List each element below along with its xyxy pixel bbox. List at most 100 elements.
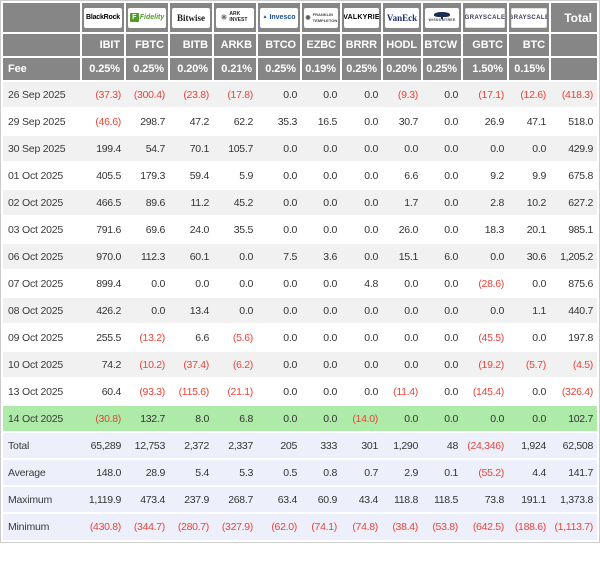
flow-value-GBTC: 0.0 xyxy=(462,405,508,433)
date-cell: 08 Oct 2025 xyxy=(3,297,81,325)
flow-value-BTC: (5.7) xyxy=(508,351,550,379)
flow-value-FBTC: 179.3 xyxy=(125,162,169,190)
date-cell: 03 Oct 2025 xyxy=(3,216,81,244)
vaneck-logo: VanEck xyxy=(386,12,418,23)
flow-value-GBTC: (17.1) xyxy=(462,81,508,109)
flow-value-BITB: 47.2 xyxy=(169,108,213,136)
wisdomtree-logo: WisdomTree xyxy=(428,12,455,23)
provider-header-BRRR: VALKYRIE xyxy=(341,3,383,34)
provider-logo-box: GRAYSCALE xyxy=(465,7,505,28)
flow-value-ARKB: (21.1) xyxy=(213,378,257,406)
provider-logo-box: F Fidelity xyxy=(128,7,166,28)
provider-header-HODL: VanEck xyxy=(382,3,423,34)
flow-value-BITB: 70.1 xyxy=(169,135,213,163)
summary-value-EZBC: (74.1) xyxy=(301,513,341,540)
flow-value-ARKB: 62.2 xyxy=(213,108,257,136)
flow-value-IBIT: 405.5 xyxy=(81,162,125,190)
flow-value-FBTC: 132.7 xyxy=(125,405,169,433)
summary-label: Maximum xyxy=(3,486,81,514)
summary-total: 141.7 xyxy=(550,459,597,487)
flow-total: 985.1 xyxy=(550,216,597,244)
flow-value-IBIT: 791.6 xyxy=(81,216,125,244)
flow-value-GBTC: (45.5) xyxy=(462,324,508,352)
flow-value-IBIT: 970.0 xyxy=(81,243,125,271)
flow-value-GBTC: 26.9 xyxy=(462,108,508,136)
flow-value-BITB: 11.2 xyxy=(169,189,213,217)
flow-value-GBTC: (145.4) xyxy=(462,378,508,406)
summary-value-BTCW: 118.5 xyxy=(422,486,462,514)
provider-logo-row: BlackRock F Fidelity Bitwise ✳ ARK INVEST ▲ Inv… xyxy=(3,3,597,34)
date-cell: 10 Oct 2025 xyxy=(3,351,81,379)
flow-value-EZBC: 0.0 xyxy=(301,216,341,244)
ark-invest-logo: ✳ ARK INVEST xyxy=(221,11,250,23)
flow-value-IBIT: (46.6) xyxy=(81,108,125,136)
flow-value-BITB: 13.4 xyxy=(169,297,213,325)
flow-total: 627.2 xyxy=(550,189,597,217)
flow-value-EZBC: 0.0 xyxy=(301,162,341,190)
provider-header-EZBC: ◉ FRANKLIN TEMPLETON xyxy=(301,3,342,34)
flow-row-13-Oct-2025: 13 Oct 2025 60.4 (93.3) (115.6) (21.1) 0.0 0.0… xyxy=(3,378,597,406)
flow-value-BRRR: 0.0 xyxy=(341,297,382,325)
date-cell: 02 Oct 2025 xyxy=(3,189,81,217)
flow-value-GBTC: 0.0 xyxy=(462,135,508,163)
summary-value-ARKB: 2,337 xyxy=(213,432,257,460)
date-cell: 14 Oct 2025 xyxy=(3,405,81,433)
flow-value-BRRR: 0.0 xyxy=(341,324,382,352)
provider-header-GBTC: GRAYSCALE xyxy=(462,3,509,34)
flow-value-BTCO: 35.3 xyxy=(257,108,301,136)
fidelity-wordmark: Fidelity xyxy=(139,14,165,21)
flow-value-BTCO: 7.5 xyxy=(257,243,301,271)
flow-value-BTCW: 0.0 xyxy=(422,378,462,406)
flow-value-BITB: (23.8) xyxy=(169,81,213,109)
summary-value-EZBC: 333 xyxy=(301,432,341,460)
flow-value-IBIT: 60.4 xyxy=(81,378,125,406)
provider-logo-box: ▲ Invesco xyxy=(260,7,298,28)
flow-value-FBTC: 0.0 xyxy=(125,297,169,325)
flow-value-BTCW: 6.0 xyxy=(422,243,462,271)
flow-value-FBTC: 0.0 xyxy=(125,270,169,298)
ticker-header-BRRR: BRRR xyxy=(341,33,383,58)
summary-value-BRRR: (74.8) xyxy=(341,513,382,540)
fee-row-label: Fee xyxy=(3,57,82,82)
flow-value-EZBC: 16.5 xyxy=(301,108,341,136)
summary-value-BTCW: 0.1 xyxy=(422,459,462,487)
summary-row-maximum: Maximum 1,119.9 473.4 237.9 268.7 63.4 60.9 43.… xyxy=(3,486,597,514)
fee-BTCO: 0.25% xyxy=(257,57,302,82)
flow-value-HODL: 6.6 xyxy=(382,162,422,190)
flow-value-FBTC: 298.7 xyxy=(125,108,169,136)
provider-header-BTC: GRAYSCALE xyxy=(508,3,551,34)
table-header: BlackRock F Fidelity Bitwise ✳ ARK INVEST ▲ Inv… xyxy=(3,3,597,82)
flow-value-ARKB: (6.2) xyxy=(213,351,257,379)
flow-value-BTC: 0.0 xyxy=(508,135,550,163)
ark-wordmark: ARK INVEST xyxy=(229,11,248,23)
date-cell: 09 Oct 2025 xyxy=(3,324,81,352)
flow-row-26-Sep-2025: 26 Sep 2025 (37.3) (300.4) (23.8) (17.8) 0.0 0… xyxy=(3,81,597,109)
flow-value-GBTC: 18.3 xyxy=(462,216,508,244)
date-cell: 07 Oct 2025 xyxy=(3,270,81,298)
flow-value-ARKB: 5.9 xyxy=(213,162,257,190)
flow-total: 1,205.2 xyxy=(550,243,597,271)
flow-total: 102.7 xyxy=(550,405,597,433)
summary-row-total: Total 65,289 12,753 2,372 2,337 205 333 301 1,29… xyxy=(3,432,597,460)
fee-BTCW: 0.25% xyxy=(422,57,463,82)
franklin-templeton-logo: ◉ FRANKLIN TEMPLETON xyxy=(305,12,337,22)
flow-value-BTCO: 0.0 xyxy=(257,162,301,190)
flow-value-BTCW: 0.0 xyxy=(422,297,462,325)
fee-BRRR: 0.25% xyxy=(341,57,383,82)
flow-value-BTC: (12.6) xyxy=(508,81,550,109)
summary-value-BTCO: 63.4 xyxy=(257,486,301,514)
total-column-header: Total xyxy=(550,3,597,34)
flow-value-FBTC: (10.2) xyxy=(125,351,169,379)
summary-value-BTCO: (62.0) xyxy=(257,513,301,540)
flow-value-BRRR: 0.0 xyxy=(341,189,382,217)
flow-value-BTC: 0.0 xyxy=(508,270,550,298)
provider-logo-box: VanEck xyxy=(385,7,419,28)
summary-total: (1,113.7) xyxy=(550,513,597,540)
flow-value-BTCO: 0.0 xyxy=(257,351,301,379)
summary-value-FBTC: 12,753 xyxy=(125,432,169,460)
flow-value-EZBC: 0.0 xyxy=(301,270,341,298)
flow-row-02-Oct-2025: 02 Oct 2025 466.5 89.6 11.2 45.2 0.0 0.0 0.0 1.7… xyxy=(3,189,597,217)
ticker-header-BTCO: BTCO xyxy=(257,33,302,58)
flow-value-GBTC: (19.2) xyxy=(462,351,508,379)
flow-value-IBIT: (30.8) xyxy=(81,405,125,433)
